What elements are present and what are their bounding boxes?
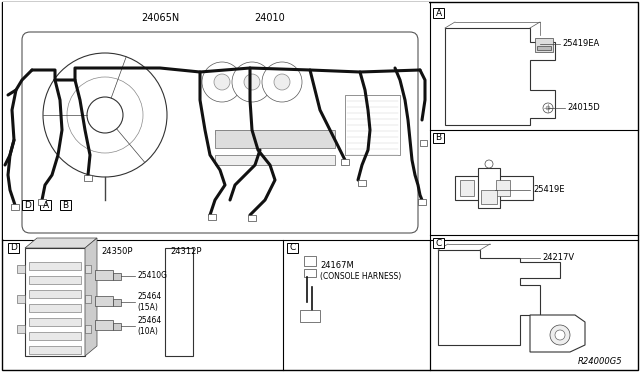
Bar [496,180,510,196]
Text: A: A [435,9,442,17]
Circle shape [485,160,493,168]
Polygon shape [25,238,97,248]
Text: 25419EA: 25419EA [562,39,599,48]
Circle shape [546,106,550,110]
Bar [22,200,33,210]
Text: 25410G: 25410G [137,272,167,280]
Text: 24312P: 24312P [170,247,202,257]
Bar [95,320,113,330]
Bar [248,215,256,221]
Bar [85,325,91,333]
Circle shape [244,74,260,90]
Bar [455,176,533,200]
Bar [537,46,551,50]
Bar [535,38,553,52]
Bar [433,133,444,143]
Circle shape [43,53,167,177]
Bar [29,262,81,270]
FancyBboxPatch shape [22,32,418,233]
Bar [3,2,429,239]
Bar [215,155,335,165]
Bar [38,199,46,205]
Bar [40,200,51,210]
Circle shape [232,62,272,102]
Bar [287,243,298,253]
Bar [420,140,427,146]
Bar [85,295,91,303]
Polygon shape [445,28,555,125]
Text: C: C [435,238,442,247]
Bar [29,304,81,312]
Bar [8,243,19,253]
Text: R24000G5: R24000G5 [578,357,622,366]
Bar [17,325,25,333]
Bar [95,270,113,280]
Bar [345,95,400,155]
Text: 24217V: 24217V [542,253,574,263]
Bar [304,269,316,277]
Text: A: A [42,201,49,209]
Bar [165,248,193,356]
Circle shape [262,62,302,102]
Bar [29,332,81,340]
Bar [113,323,121,330]
Bar [84,175,92,181]
Circle shape [555,330,565,340]
Circle shape [87,97,123,133]
Polygon shape [438,250,560,345]
Bar [17,295,25,303]
Bar [29,318,81,326]
Bar [60,200,71,210]
Text: D: D [24,201,31,209]
Bar [29,290,81,298]
Text: B: B [435,134,442,142]
Text: (CONSOLE HARNESS): (CONSOLE HARNESS) [320,272,401,280]
Bar [11,204,19,210]
Circle shape [543,103,553,113]
Polygon shape [85,238,97,356]
Bar [215,130,335,135]
Bar [29,276,81,284]
Bar [341,159,349,165]
Bar [433,8,444,18]
Polygon shape [530,315,585,352]
Text: 25464
(10A): 25464 (10A) [137,316,161,336]
Circle shape [202,62,242,102]
Text: D: D [10,244,17,253]
Bar [418,199,426,205]
Text: C: C [289,244,296,253]
Bar [433,238,444,248]
Bar [304,256,316,266]
Bar [460,180,474,196]
Bar [85,265,91,273]
Bar [113,273,121,280]
Circle shape [550,325,570,345]
Bar [208,214,216,220]
Bar [215,130,335,148]
Text: 24010: 24010 [255,13,285,23]
Bar [17,265,25,273]
Text: 25464
(15A): 25464 (15A) [137,292,161,312]
Bar [358,180,366,186]
Circle shape [214,74,230,90]
Text: B: B [63,201,68,209]
Text: 24065N: 24065N [141,13,179,23]
Bar [478,168,500,208]
Bar [481,190,497,204]
Text: 25419E: 25419E [533,186,564,195]
Text: 24015D: 24015D [567,103,600,112]
Text: 24350P: 24350P [101,247,132,257]
Bar [95,296,113,306]
Bar [29,346,81,354]
Text: 24167M: 24167M [320,262,354,270]
Bar [113,299,121,306]
Bar [300,310,320,322]
Bar [25,248,85,356]
Circle shape [274,74,290,90]
